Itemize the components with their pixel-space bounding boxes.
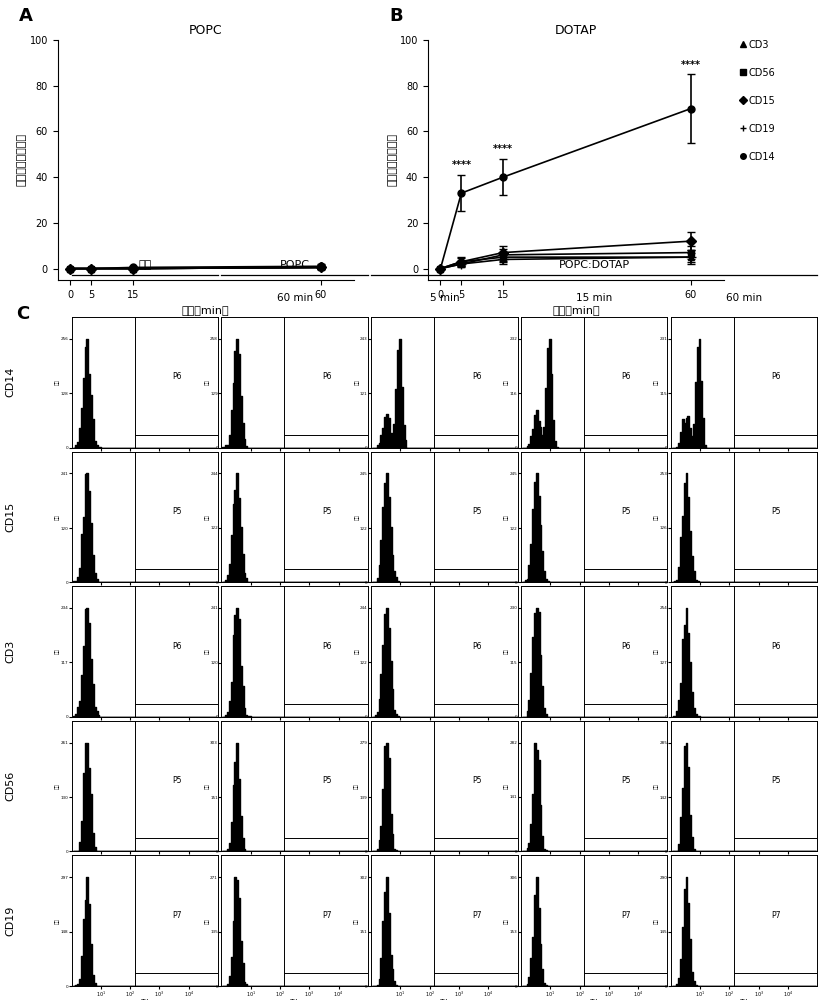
X-axis label: 黄色A: 黄色A (589, 865, 599, 870)
Y-axis label: 计数: 计数 (653, 379, 659, 385)
Text: P5: P5 (322, 776, 332, 785)
Title: POPC: POPC (189, 24, 222, 37)
Y-axis label: 计数: 计数 (354, 783, 359, 789)
Y-axis label: 计数: 计数 (354, 514, 360, 520)
Y-axis label: 计数: 计数 (204, 783, 209, 789)
Text: CD3: CD3 (5, 640, 15, 663)
Text: P7: P7 (322, 911, 332, 920)
X-axis label: 黄色A: 黄色A (140, 596, 150, 601)
Y-axis label: 计数: 计数 (54, 379, 59, 385)
Text: CD3: CD3 (749, 40, 770, 50)
Text: 60 min: 60 min (726, 293, 762, 303)
Text: P7: P7 (472, 911, 481, 920)
Y-axis label: 计数: 计数 (653, 514, 658, 520)
X-axis label: 黄色A: 黄色A (140, 730, 150, 735)
X-axis label: 黄色A: 黄色A (589, 461, 599, 466)
Y-axis label: 脂质体摄取（％）: 脂质体摄取（％） (16, 133, 26, 186)
Text: P5: P5 (771, 507, 781, 516)
Y-axis label: 脂质体摄取（％）: 脂质体摄取（％） (387, 133, 397, 186)
Text: ****: **** (493, 144, 513, 154)
Text: P6: P6 (472, 372, 481, 381)
Text: B: B (389, 7, 403, 25)
Y-axis label: 计数: 计数 (653, 649, 659, 654)
Text: ****: **** (681, 60, 701, 70)
Y-axis label: 计数: 计数 (504, 649, 509, 654)
Text: P7: P7 (771, 911, 781, 920)
X-axis label: 黄色A: 黄色A (739, 865, 749, 870)
X-axis label: 时间（min）: 时间（min） (552, 305, 600, 315)
Text: P5: P5 (472, 776, 481, 785)
Y-axis label: 计数: 计数 (653, 918, 658, 924)
Text: P6: P6 (621, 372, 631, 381)
Text: P7: P7 (172, 911, 182, 920)
Text: CD19: CD19 (5, 906, 15, 936)
X-axis label: 黄色A: 黄色A (589, 730, 599, 735)
Text: P5: P5 (172, 507, 182, 516)
Text: ****: **** (451, 160, 472, 170)
Y-axis label: 计数: 计数 (504, 783, 509, 789)
Title: DOTAP: DOTAP (555, 24, 597, 37)
X-axis label: 黄色A: 黄色A (739, 730, 749, 735)
Y-axis label: 计数: 计数 (204, 918, 210, 924)
Text: P6: P6 (322, 642, 332, 651)
Y-axis label: 计数: 计数 (204, 514, 210, 520)
Text: 5 min: 5 min (430, 293, 459, 303)
Text: CD14: CD14 (749, 152, 775, 162)
X-axis label: 黄色A: 黄色A (290, 461, 300, 466)
Text: 对照: 对照 (138, 260, 151, 270)
Y-axis label: 计数: 计数 (354, 918, 359, 924)
Y-axis label: 计数: 计数 (354, 649, 360, 654)
X-axis label: 黄色A: 黄色A (290, 865, 300, 870)
Y-axis label: 计数: 计数 (204, 379, 209, 385)
Text: CD56: CD56 (5, 771, 15, 801)
Text: POPC:DOTAP: POPC:DOTAP (559, 260, 630, 270)
Text: P5: P5 (172, 776, 182, 785)
X-axis label: 黄色A: 黄色A (739, 461, 749, 466)
Text: P5: P5 (621, 507, 631, 516)
Text: P5: P5 (771, 776, 781, 785)
Y-axis label: 计数: 计数 (54, 918, 59, 924)
Y-axis label: 计数: 计数 (354, 379, 360, 385)
Text: P7: P7 (621, 911, 631, 920)
Text: P5: P5 (472, 507, 481, 516)
Text: A: A (19, 7, 33, 25)
Text: CD19: CD19 (749, 124, 775, 134)
Text: CD14: CD14 (5, 367, 15, 397)
X-axis label: 黄色A: 黄色A (140, 461, 150, 466)
X-axis label: 时间（min）: 时间（min） (182, 305, 230, 315)
Text: P6: P6 (621, 642, 631, 651)
Text: CD15: CD15 (749, 96, 776, 106)
X-axis label: 黄色A: 黄色A (290, 596, 300, 601)
X-axis label: 黄色A: 黄色A (439, 865, 449, 870)
Text: P6: P6 (172, 372, 182, 381)
Text: C: C (16, 305, 30, 323)
Text: P6: P6 (771, 642, 781, 651)
Text: CD15: CD15 (5, 502, 15, 532)
X-axis label: 黄色A: 黄色A (439, 596, 449, 601)
Y-axis label: 计数: 计数 (504, 514, 509, 520)
Text: P6: P6 (322, 372, 332, 381)
Text: 60 min: 60 min (277, 293, 313, 303)
Text: P5: P5 (322, 507, 332, 516)
Y-axis label: 计数: 计数 (54, 514, 60, 520)
Text: P5: P5 (621, 776, 631, 785)
Text: P6: P6 (771, 372, 781, 381)
Text: CD56: CD56 (749, 68, 776, 78)
Y-axis label: 计数: 计数 (504, 918, 509, 924)
X-axis label: 黄色A: 黄色A (739, 596, 749, 601)
Y-axis label: 计数: 计数 (54, 783, 60, 789)
Y-axis label: 计数: 计数 (54, 649, 60, 654)
X-axis label: 黄色A: 黄色A (439, 461, 449, 466)
X-axis label: 黄色A: 黄色A (290, 730, 300, 735)
Text: P6: P6 (172, 642, 182, 651)
Y-axis label: 计数: 计数 (204, 649, 210, 654)
Y-axis label: 计数: 计数 (653, 783, 658, 789)
X-axis label: 黄色A: 黄色A (589, 596, 599, 601)
X-axis label: 黄色A: 黄色A (140, 865, 150, 870)
Y-axis label: 计数: 计数 (504, 379, 509, 385)
Text: P6: P6 (472, 642, 481, 651)
Text: 15 min: 15 min (576, 293, 612, 303)
Text: POPC: POPC (280, 260, 309, 270)
X-axis label: 黄色A: 黄色A (439, 730, 449, 735)
